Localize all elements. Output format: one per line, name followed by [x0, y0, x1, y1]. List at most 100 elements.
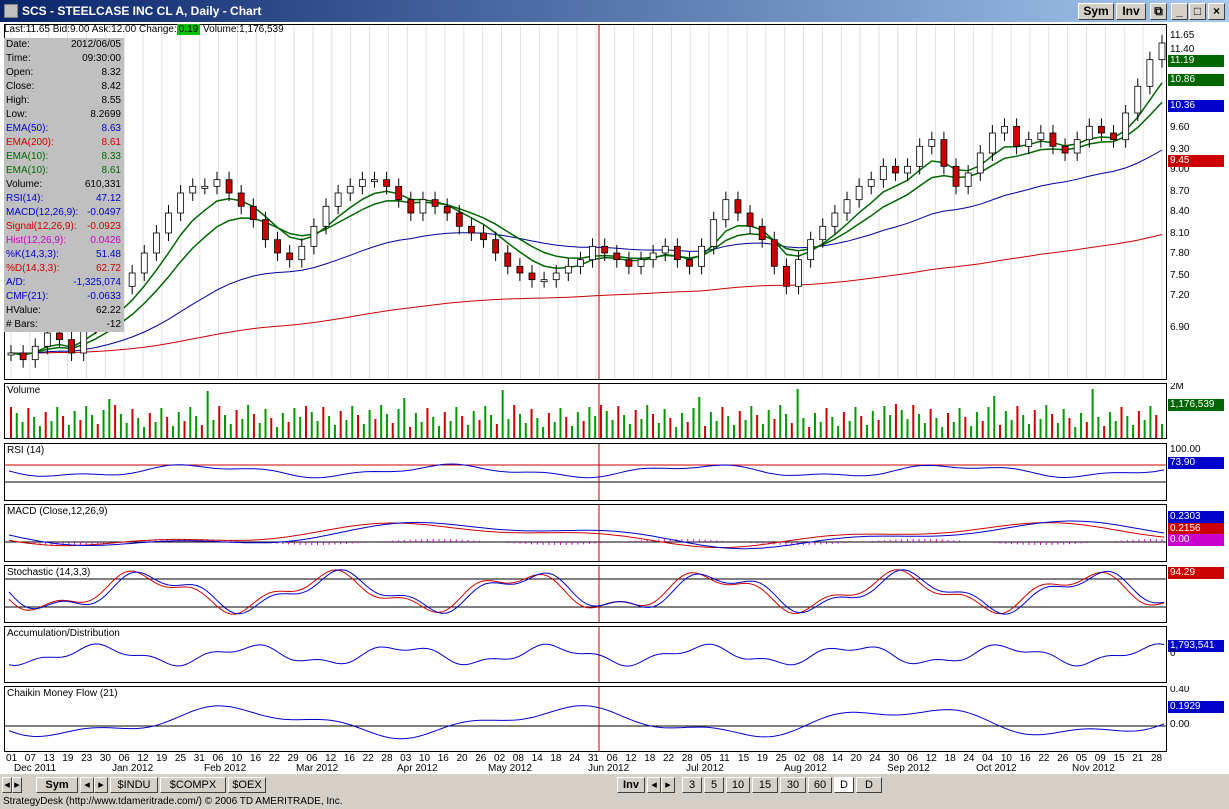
symbol-tab[interactable]: $INDU	[110, 777, 158, 793]
inv-prev-icon[interactable]: ◂	[647, 777, 661, 793]
candle-body	[189, 185, 197, 194]
sym-prev-icon[interactable]: ◂	[80, 777, 94, 793]
info-label: HValue:	[6, 305, 41, 316]
date-tick-label: 19	[756, 753, 768, 764]
month-label: Sep 2012	[887, 763, 930, 774]
period-tab[interactable]: D	[834, 777, 854, 793]
period-tab[interactable]: D	[856, 777, 882, 793]
volume-panel[interactable]: Volume	[4, 383, 1167, 439]
date-axis: 01 07 13 19 23 30 06 12 19 25 31 06 10 16 22 29 06 12 16 22…	[4, 753, 1167, 775]
detach-icon[interactable]: ⧉	[1150, 3, 1167, 20]
symbol-tab[interactable]: $COMPX	[160, 777, 226, 793]
date-tick-label: 25	[775, 753, 787, 764]
date-tick-label: 03	[400, 753, 412, 764]
ad-panel[interactable]: Accumulation/Distribution	[4, 626, 1167, 683]
rsi-panel[interactable]: RSI (14)	[4, 443, 1167, 501]
info-value: 62.72	[95, 263, 121, 274]
scroll-right-icon[interactable]: ▸	[12, 777, 22, 793]
minimize-icon[interactable]: _	[1171, 3, 1188, 20]
candle-body	[1061, 145, 1069, 154]
rsi-line	[8, 463, 1165, 479]
info-label: MACD(12,26,9):	[6, 207, 79, 218]
macd-chart	[5, 505, 1166, 561]
date-tick-label: 10	[1000, 753, 1012, 764]
info-label: RSI(14):	[6, 193, 44, 204]
period-tab[interactable]: 30	[780, 777, 806, 793]
quote-bar: Last:11.65 Bid:9.00 Ask:12.00 Change: 0.1…	[4, 24, 284, 37]
date-tick-label: 05	[700, 753, 712, 764]
period-tab[interactable]: 15	[752, 777, 778, 793]
candle-body	[431, 199, 439, 207]
cmf-axis: 0.40 0.1929 0.00	[1167, 686, 1225, 752]
rsi-axis-top: 100.00	[1170, 444, 1201, 455]
volume-chart	[10, 384, 1163, 438]
candle-body	[237, 192, 245, 207]
sym-next-icon[interactable]: ▸	[94, 777, 108, 793]
month-label: Jun 2012	[588, 763, 630, 774]
close-icon[interactable]: ×	[1208, 3, 1225, 20]
price-tick-label: 11.40	[1170, 44, 1195, 55]
info-row: %D(14,3,3): 62.72	[4, 262, 124, 276]
date-tick-label: 22	[662, 753, 675, 764]
candle-body	[686, 259, 693, 267]
symbol-tab[interactable]: $OEX	[228, 777, 266, 793]
candle-body	[637, 259, 645, 267]
rsi-tag: 73.90	[1168, 457, 1224, 469]
inv-next-icon[interactable]: ▸	[661, 777, 675, 793]
candle-body	[177, 192, 185, 214]
info-row: Close: 8.42	[4, 80, 124, 94]
candle-body	[225, 179, 233, 194]
stochastic-panel[interactable]: Stochastic (14,3,3)	[4, 565, 1167, 623]
info-row: # Bars: -12	[4, 318, 124, 332]
candle-body	[831, 212, 839, 227]
candle-body	[1013, 125, 1021, 147]
inv-tab-button[interactable]: Inv	[617, 777, 645, 793]
info-value: 0.0426	[90, 235, 121, 246]
scroll-left-icon[interactable]: ◂	[2, 777, 12, 793]
cmf-panel[interactable]: Chaikin Money Flow (21)	[4, 686, 1167, 752]
info-label: A/D:	[6, 277, 26, 288]
sym-button[interactable]: Sym	[1078, 3, 1114, 20]
candle-body	[613, 252, 621, 261]
candle-body	[904, 165, 911, 174]
period-tab[interactable]: 5	[704, 777, 724, 793]
candle-body	[589, 245, 596, 261]
info-row: A/D: -1,325,074	[4, 276, 124, 290]
candle-body	[952, 165, 960, 187]
info-value: 8.2699	[90, 109, 121, 120]
maximize-icon[interactable]: □	[1189, 3, 1206, 20]
candle-body	[807, 239, 815, 261]
date-tick-label: 30	[99, 753, 111, 764]
price-panel[interactable]	[4, 24, 1167, 380]
info-value: -0.0923	[87, 221, 121, 232]
date-tick-label: 15	[1113, 753, 1125, 764]
candle-body	[552, 272, 560, 281]
inv-button[interactable]: Inv	[1116, 3, 1146, 20]
date-tick-label: 15	[738, 753, 750, 764]
rsi-panel-label: RSI (14)	[7, 445, 45, 456]
price-tick-label: 9.30	[1170, 144, 1190, 155]
candle-body	[346, 185, 354, 194]
period-tab[interactable]: 10	[726, 777, 750, 793]
info-value: 8.55	[101, 95, 121, 106]
info-value: -12	[106, 319, 121, 330]
candle-body	[322, 205, 330, 227]
volume-value: 1,176,539	[239, 24, 284, 35]
price-tick-label: 6.90	[1170, 322, 1190, 333]
month-label: Feb 2012	[204, 763, 247, 774]
info-label: Time:	[6, 53, 31, 64]
candle-body	[916, 145, 924, 167]
sym-tab-button[interactable]: Sym	[36, 777, 78, 793]
period-tab[interactable]: 3	[682, 777, 702, 793]
candle-body	[1098, 125, 1105, 134]
candle-body	[940, 139, 948, 167]
candle-body	[1037, 132, 1045, 141]
date-tick-label: 18	[550, 753, 562, 764]
candle-body	[1158, 42, 1166, 61]
bid-value: 9.00	[70, 24, 90, 35]
period-tab[interactable]: 60	[808, 777, 832, 793]
info-label: EMA(200):	[6, 137, 54, 148]
macd-panel[interactable]: MACD (Close,12,26,9)	[4, 504, 1167, 562]
info-value: 62.22	[95, 305, 121, 316]
candle-body	[480, 232, 487, 241]
